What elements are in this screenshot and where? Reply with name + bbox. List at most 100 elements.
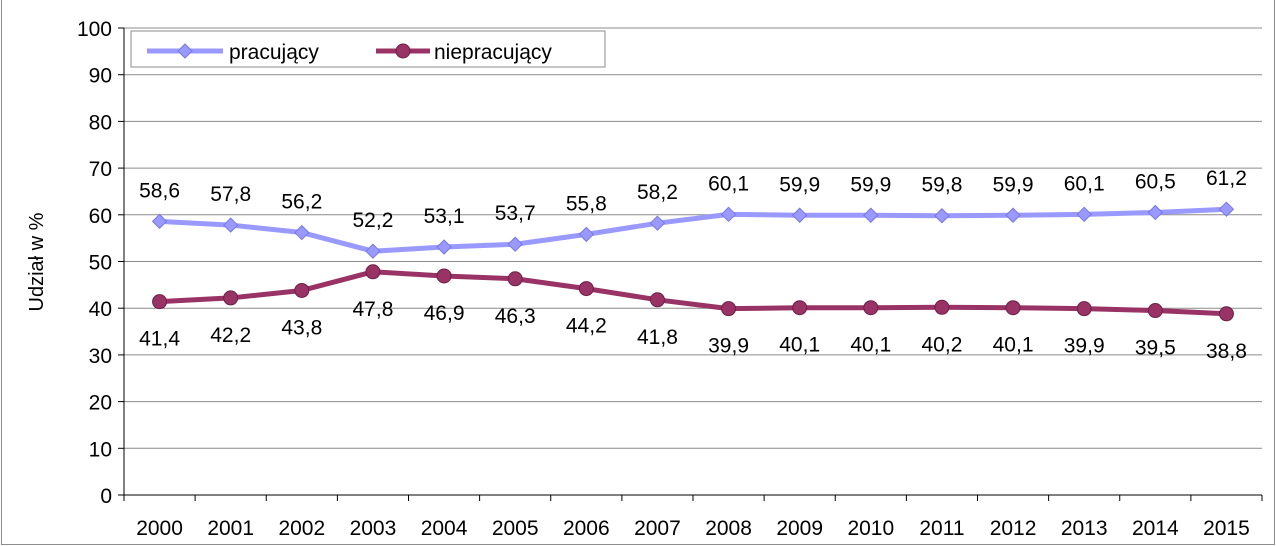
- data-label: 47,8: [353, 298, 394, 321]
- data-point: [649, 292, 665, 308]
- y-tick-label: 60: [89, 205, 112, 228]
- x-tick-label: 2005: [492, 517, 539, 540]
- data-label: 46,9: [424, 302, 465, 325]
- y-tick-label: 20: [89, 392, 112, 415]
- data-label: 53,7: [495, 202, 536, 225]
- x-tick-label: 2007: [634, 517, 681, 540]
- data-label: 46,3: [495, 305, 536, 328]
- legend-label: pracujący: [229, 41, 319, 64]
- y-tick-label: 80: [89, 111, 112, 134]
- data-label: 42,2: [210, 324, 251, 347]
- data-label: 41,8: [637, 326, 678, 349]
- data-point: [1076, 206, 1092, 223]
- x-tick-label: 2012: [990, 517, 1037, 540]
- data-label: 59,9: [993, 173, 1034, 196]
- data-label: 55,8: [566, 192, 607, 215]
- data-label: 57,8: [210, 183, 251, 206]
- x-tick-label: 2013: [1061, 517, 1108, 540]
- data-label: 59,9: [850, 173, 891, 196]
- legend: pracujący niepracujący: [130, 30, 606, 68]
- data-point: [152, 294, 168, 310]
- x-tick-label: 2008: [705, 517, 752, 540]
- data-point: [934, 299, 950, 315]
- data-point: [223, 290, 239, 306]
- data-label: 56,2: [281, 191, 322, 214]
- data-point: [507, 271, 523, 287]
- data-point: [294, 224, 310, 241]
- y-tick-label: 90: [89, 65, 112, 88]
- series-line-niepracujacy: [159, 269, 1227, 317]
- data-label: 60,5: [1135, 170, 1176, 193]
- data-point: [792, 300, 808, 316]
- data-label: 40,1: [993, 334, 1034, 357]
- data-point: [1147, 303, 1163, 319]
- data-labels: 58,6 57,8 56,2 52,2 53,1 53,7 55,8 58,2 60,1 59,9…: [139, 167, 1247, 363]
- series-line-pracujacy: [159, 206, 1227, 254]
- data-point: [365, 264, 381, 280]
- data-label: 58,6: [139, 179, 180, 202]
- data-point: [863, 207, 879, 223]
- data-label: 39,5: [1135, 337, 1176, 360]
- y-tick-label: 10: [89, 438, 112, 461]
- data-label: 43,8: [281, 316, 322, 339]
- data-point: [365, 243, 381, 259]
- data-label: 52,2: [353, 209, 394, 232]
- x-tick-label: 2002: [278, 517, 325, 540]
- data-label: 59,8: [922, 174, 963, 197]
- axes: 0 10 20 30 40 50 60 70 80 90 100 2000 2001 2002 2003 20…: [77, 18, 1263, 540]
- legend-marker: [177, 43, 193, 59]
- data-point: [1005, 300, 1021, 316]
- data-label: 41,4: [139, 328, 180, 351]
- data-label: 39,9: [708, 335, 749, 358]
- data-label: 40,1: [850, 334, 891, 357]
- data-point: [1005, 207, 1021, 223]
- data-label: 40,1: [779, 334, 820, 357]
- gridlines: [124, 27, 1262, 449]
- data-point: [863, 300, 879, 316]
- data-label: 53,1: [424, 205, 465, 228]
- data-point: [720, 206, 737, 223]
- data-point: [294, 282, 310, 298]
- x-tick-label: 2010: [847, 517, 894, 540]
- data-point: [1147, 204, 1164, 221]
- data-label: 58,2: [637, 181, 678, 204]
- x-tick-label: 2011: [919, 517, 964, 540]
- data-point: [507, 236, 523, 252]
- data-label: 59,9: [779, 173, 820, 196]
- data-label: 44,2: [566, 315, 607, 338]
- y-tick-label: 40: [89, 298, 112, 321]
- data-point: [721, 301, 737, 317]
- data-point: [791, 207, 808, 223]
- y-tick-label: 0: [100, 485, 112, 508]
- x-tick-label: 2000: [136, 517, 183, 540]
- data-point: [151, 213, 168, 230]
- y-tick-label: 30: [89, 345, 112, 368]
- x-tick-label: 2015: [1203, 517, 1250, 540]
- data-point: [578, 226, 595, 243]
- x-tick-label: 2004: [421, 517, 468, 540]
- x-tick-label: 2009: [776, 517, 823, 540]
- y-tick-label: 50: [89, 252, 112, 275]
- x-tick-label: 2003: [350, 517, 397, 540]
- data-point: [222, 217, 239, 233]
- legend-label: niepracujący: [434, 41, 552, 64]
- data-point: [1218, 201, 1235, 217]
- y-tick-label: 70: [89, 158, 112, 181]
- data-label: 39,9: [1064, 335, 1105, 358]
- data-point: [578, 281, 594, 297]
- data-point: [436, 268, 452, 284]
- data-point: [1218, 306, 1234, 322]
- x-tick-label: 2014: [1132, 517, 1179, 540]
- data-label: 60,1: [708, 172, 749, 195]
- data-point: [436, 239, 452, 255]
- data-label: 40,2: [922, 333, 963, 356]
- data-point: [934, 208, 950, 224]
- data-point: [649, 215, 666, 231]
- y-axis-label: Udział w %: [26, 212, 48, 311]
- legend-marker: [395, 43, 411, 59]
- x-tick-label: 2001: [207, 517, 254, 540]
- data-label: 60,1: [1064, 172, 1105, 195]
